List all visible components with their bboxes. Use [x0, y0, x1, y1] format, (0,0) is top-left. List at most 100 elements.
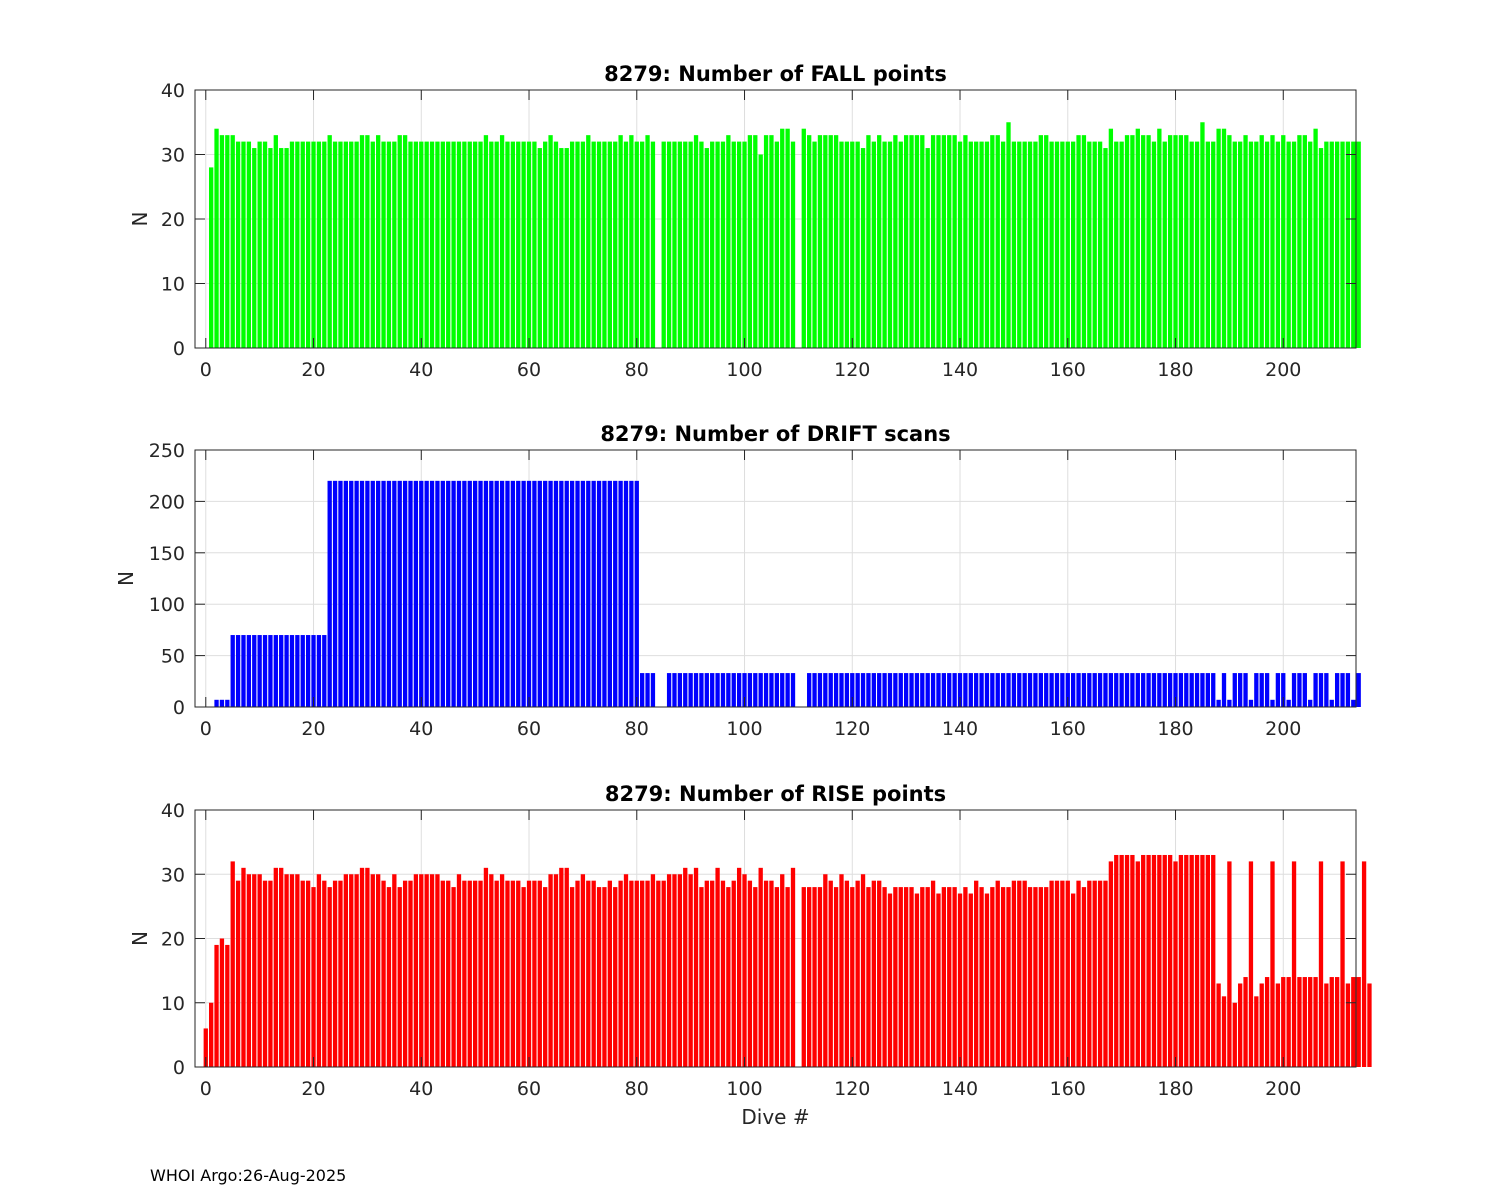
- fall-bar: [650, 141, 656, 348]
- fall-bar: [516, 141, 521, 348]
- rise-bar: [257, 874, 262, 1067]
- rise-bar: [586, 880, 591, 1067]
- fall-bar: [462, 141, 467, 348]
- x-tick-label: 200: [1265, 718, 1301, 740]
- drift-bar: [214, 699, 219, 707]
- drift-bar: [850, 673, 855, 707]
- drift-bar: [257, 635, 262, 707]
- drift-bar: [952, 673, 957, 707]
- rise-bar: [354, 874, 359, 1067]
- drift-bar: [413, 480, 419, 707]
- drift-bar: [650, 673, 656, 707]
- rise-bar: [661, 880, 666, 1067]
- drift-bar: [968, 673, 973, 707]
- fall-bar: [451, 141, 456, 348]
- drift-bar: [1173, 673, 1178, 707]
- y-tick-label: 40: [161, 800, 185, 822]
- fall-bar: [1071, 141, 1076, 348]
- fall-bar: [957, 141, 963, 348]
- drift-bar: [472, 480, 478, 707]
- fall-bar: [833, 135, 839, 348]
- rise-bar: [268, 880, 273, 1067]
- drift-bar: [1351, 699, 1356, 707]
- drift-bar: [386, 480, 392, 707]
- rise-bar: [446, 880, 451, 1067]
- fall-bar: [1281, 135, 1286, 348]
- fall-bar: [467, 141, 472, 348]
- fall-bar: [402, 135, 408, 348]
- rise-bar: [785, 887, 790, 1067]
- rise-bar: [1162, 854, 1167, 1067]
- fall-bar: [607, 141, 612, 348]
- drift-bar: [1157, 673, 1162, 707]
- drift-bar: [677, 673, 683, 707]
- rise-bar: [1167, 854, 1173, 1067]
- drift-bar: [284, 635, 289, 707]
- fall-bar: [640, 141, 645, 348]
- fall-bar: [419, 141, 424, 348]
- drift-bar: [742, 673, 747, 707]
- rise-bar: [1351, 977, 1356, 1067]
- drift-bar: [1022, 673, 1027, 707]
- drift-bar: [1340, 673, 1345, 707]
- rise-bar: [1103, 880, 1108, 1067]
- fall-bar: [225, 135, 230, 348]
- drift-bar: [1060, 673, 1065, 707]
- rise-bar: [521, 887, 526, 1067]
- rise-bar: [720, 880, 726, 1067]
- rise-bar: [575, 880, 580, 1067]
- rise-bar: [1157, 854, 1162, 1067]
- drift-bar: [1103, 673, 1108, 707]
- rise-bar: [376, 874, 381, 1067]
- rise-bar: [968, 893, 973, 1067]
- drift-bar: [731, 673, 736, 707]
- fall-bar: [1334, 141, 1340, 348]
- rise-bar: [1243, 977, 1248, 1067]
- fall-bar: [1151, 141, 1157, 348]
- fall-bar: [850, 141, 855, 348]
- rise-bar: [1270, 861, 1275, 1067]
- fall-bar: [629, 135, 634, 348]
- rise-bar: [963, 887, 968, 1067]
- rise-bars: [203, 854, 1372, 1067]
- drift-bar: [877, 673, 882, 707]
- fall-bar: [1297, 135, 1302, 348]
- fall-bar: [230, 135, 235, 348]
- rise-bar: [209, 1002, 214, 1067]
- rise-bar: [877, 880, 882, 1067]
- fall-bar: [569, 141, 575, 348]
- fall-bar: [316, 141, 322, 348]
- drift-bar: [1324, 673, 1329, 707]
- fall-bar: [839, 141, 844, 348]
- rise-bar: [1281, 977, 1286, 1067]
- drift-bar: [521, 480, 526, 707]
- fall-bar: [602, 141, 607, 348]
- drift-bar: [720, 673, 726, 707]
- y-tick-label: 250: [149, 440, 185, 462]
- fall-bar: [623, 141, 629, 348]
- rise-bar: [1329, 977, 1334, 1067]
- fall-bar: [499, 135, 505, 348]
- rise-bar: [381, 880, 386, 1067]
- drift-bar: [311, 635, 316, 707]
- rise-bar: [1146, 854, 1151, 1067]
- fall-bar: [1081, 135, 1087, 348]
- rise-bar: [349, 874, 354, 1067]
- rise-bar: [516, 880, 521, 1067]
- fall-bar: [494, 141, 499, 348]
- drift-bar: [1302, 673, 1307, 707]
- fall-bar: [543, 141, 548, 348]
- fall-bar: [871, 141, 876, 348]
- drift-bar: [510, 480, 516, 707]
- rise-bar: [774, 887, 779, 1067]
- drift-bar: [860, 673, 866, 707]
- fall-bar: [1000, 141, 1006, 348]
- fall-bar: [1044, 135, 1049, 348]
- fall-bar: [736, 141, 742, 348]
- drift-bar: [693, 673, 699, 707]
- drift-bar: [408, 480, 413, 707]
- drift-bar: [666, 673, 672, 707]
- fall-bar: [995, 135, 1000, 348]
- fall-bar: [618, 135, 623, 348]
- y-tick-label: 200: [149, 491, 185, 513]
